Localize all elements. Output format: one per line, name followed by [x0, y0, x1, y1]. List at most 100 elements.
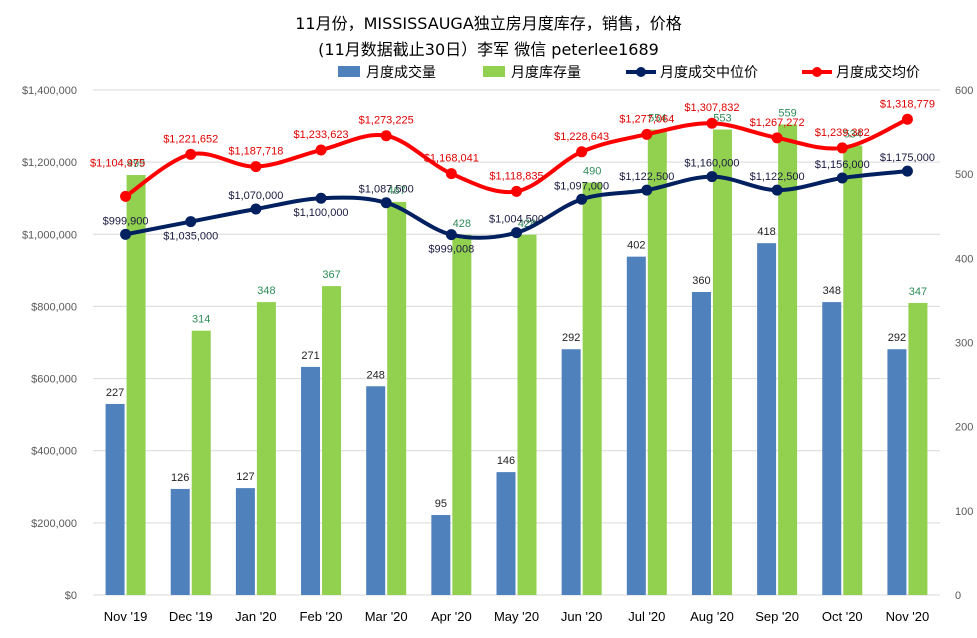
- data-label-sales: 127: [236, 471, 254, 483]
- data-label-sales: 292: [888, 332, 906, 344]
- marker-average-price: [836, 142, 848, 154]
- left-axis-tick-label: $800,000: [31, 301, 77, 313]
- data-label-median-price: $1,122,500: [619, 171, 674, 183]
- left-axis-tick-label: $1,400,000: [22, 85, 77, 97]
- data-label-inventory: 347: [909, 286, 927, 298]
- bar-inventory: [256, 302, 276, 595]
- bar-inventory: [778, 124, 798, 595]
- data-label-average-price: $1,267,272: [750, 117, 805, 129]
- bar-inventory: [908, 302, 928, 595]
- data-label-median-price: $1,070,000: [228, 190, 283, 202]
- marker-median-price: [120, 228, 132, 240]
- data-label-sales: 402: [627, 240, 645, 252]
- x-axis-tick-label: Jan '20: [235, 609, 277, 624]
- data-label-sales: 348: [823, 285, 841, 297]
- data-label-sales: 227: [106, 387, 124, 399]
- marker-average-price: [445, 168, 457, 180]
- data-label-sales: 146: [497, 455, 515, 467]
- data-label-average-price: $1,228,643: [554, 131, 609, 143]
- marker-median-price: [641, 184, 653, 196]
- chart-subtitle: (11月数据截止30日）李军 微信 peterlee1689: [318, 40, 659, 59]
- marker-average-price: [641, 128, 653, 140]
- data-label-median-price: $999,900: [103, 215, 149, 227]
- x-axis-tick-label: Mar '20: [365, 609, 408, 624]
- x-axis-tick-label: Feb '20: [300, 609, 343, 624]
- bar-inventory: [647, 129, 667, 595]
- data-label-inventory: 367: [322, 269, 340, 281]
- left-axis-tick-label: $1,200,000: [22, 157, 77, 169]
- data-label-median-price: $1,175,000: [880, 152, 935, 164]
- marker-median-price: [445, 229, 457, 241]
- left-axis-tick-label: $600,000: [31, 374, 77, 386]
- data-label-inventory: 534: [844, 129, 862, 141]
- bar-sales: [626, 256, 646, 595]
- bar-sales: [301, 366, 321, 595]
- data-label-inventory: 314: [192, 314, 210, 326]
- data-label-median-price: $999,008: [428, 244, 474, 256]
- data-label-median-price: $1,156,000: [815, 159, 870, 171]
- legend-marker-average-price: [812, 67, 822, 77]
- bar-inventory: [517, 234, 537, 595]
- legend-label-sales: 月度成交量: [366, 64, 436, 81]
- bar-sales: [496, 472, 516, 595]
- legend-swatch-inventory: [483, 66, 505, 77]
- data-label-inventory: 467: [388, 185, 406, 197]
- legend-swatch-sales: [338, 66, 360, 77]
- bar-inventory: [712, 129, 732, 595]
- x-axis-tick-label: Nov '20: [886, 609, 930, 624]
- data-label-inventory: 559: [778, 108, 796, 120]
- marker-median-price: [511, 227, 522, 239]
- bar-sales: [235, 488, 255, 595]
- data-label-inventory: 553: [713, 113, 731, 125]
- marker-average-price: [706, 117, 718, 129]
- x-axis-tick-label: Oct '20: [822, 609, 863, 624]
- data-label-sales: 292: [562, 332, 580, 344]
- marker-median-price: [185, 216, 197, 228]
- left-axis-tick-label: $400,000: [31, 446, 77, 458]
- bar-sales: [887, 349, 907, 595]
- right-axis-tick-label: 600: [955, 85, 973, 97]
- data-label-average-price: $1,273,225: [359, 115, 414, 127]
- data-label-inventory: 554: [648, 113, 666, 125]
- chart-title: 11月份，MISSISSAUGA独立房月度库存，销售，价格: [295, 14, 682, 33]
- bar-inventory: [452, 234, 472, 595]
- data-label-sales: 126: [171, 472, 189, 484]
- bar-sales: [366, 386, 386, 595]
- right-axis-tick-label: 200: [955, 422, 973, 434]
- data-label-median-price: $1,097,000: [554, 180, 609, 192]
- left-axis-tick-label: $1,000,000: [22, 229, 77, 241]
- marker-average-price: [576, 146, 588, 158]
- bar-inventory: [191, 330, 211, 595]
- data-label-average-price: $1,233,623: [294, 129, 349, 141]
- right-axis-tick-label: 100: [955, 506, 973, 518]
- bar-inventory: [322, 286, 342, 595]
- x-axis-tick-label: May '20: [494, 609, 539, 624]
- left-axis-tick-label: $200,000: [31, 518, 77, 530]
- x-axis-tick-label: Jun '20: [561, 609, 603, 624]
- marker-average-price: [901, 113, 913, 125]
- x-axis-tick-label: Aug '20: [690, 609, 734, 624]
- marker-average-price: [511, 185, 522, 197]
- data-label-median-price: $1,035,000: [163, 231, 218, 243]
- data-label-median-price: $1,160,000: [684, 158, 739, 170]
- data-label-average-price: $1,168,041: [424, 153, 479, 165]
- marker-median-price: [576, 193, 588, 205]
- marker-median-price: [315, 192, 327, 204]
- data-label-inventory: 490: [583, 166, 601, 178]
- data-label-median-price: $1,004,500: [489, 214, 544, 226]
- bar-inventory: [582, 182, 602, 596]
- x-axis-tick-label: Apr '20: [431, 609, 472, 624]
- data-label-inventory: 499: [127, 158, 145, 170]
- bar-inventory: [126, 175, 146, 595]
- marker-average-price: [315, 144, 327, 156]
- marker-average-price: [771, 132, 783, 144]
- data-label-average-price: $1,307,832: [684, 102, 739, 114]
- data-label-sales: 271: [301, 350, 319, 362]
- marker-median-price: [706, 171, 718, 183]
- legend-label-average-price: 月度成交均价: [836, 64, 920, 81]
- marker-average-price: [250, 161, 262, 173]
- bar-sales: [170, 488, 190, 595]
- marker-average-price: [185, 148, 197, 160]
- bar-sales: [691, 292, 711, 595]
